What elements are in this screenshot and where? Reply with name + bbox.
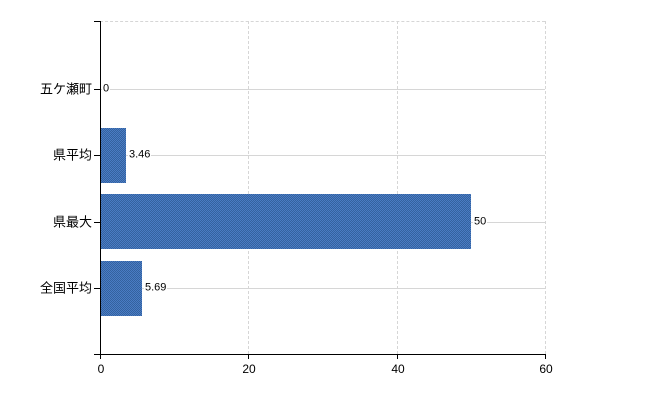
y-axis	[100, 21, 101, 359]
x-tick-label: 20	[242, 362, 256, 376]
x-tick	[100, 354, 101, 359]
category-label: 全国平均	[39, 280, 92, 296]
value-label: 50	[473, 215, 488, 229]
x-axis	[94, 354, 545, 355]
category-label: 県平均	[52, 147, 92, 163]
y-axis-top-tick	[94, 21, 100, 22]
category-label: 県最大	[52, 214, 92, 230]
bar	[100, 128, 126, 183]
x-tick	[248, 354, 249, 359]
plot-top-border	[100, 21, 545, 22]
y-tick	[94, 288, 100, 289]
v-gridline	[397, 21, 398, 354]
h-gridline	[100, 155, 545, 156]
v-gridline	[248, 21, 249, 354]
x-tick	[545, 354, 546, 359]
category-label: 五ケ瀬町	[39, 81, 92, 97]
value-label: 0	[102, 82, 111, 96]
y-tick	[94, 89, 100, 90]
value-label: 3.46	[128, 148, 152, 162]
x-tick-label: 0	[97, 362, 105, 376]
x-tick-label: 60	[539, 362, 553, 376]
bar	[100, 261, 142, 316]
h-gridline	[100, 288, 545, 289]
y-tick	[94, 155, 100, 156]
y-tick	[94, 222, 100, 223]
h-gridline	[100, 89, 545, 90]
x-tick-label: 40	[391, 362, 405, 376]
value-label: 5.69	[144, 281, 168, 295]
bar	[100, 194, 471, 249]
v-gridline	[545, 21, 546, 354]
x-tick	[397, 354, 398, 359]
